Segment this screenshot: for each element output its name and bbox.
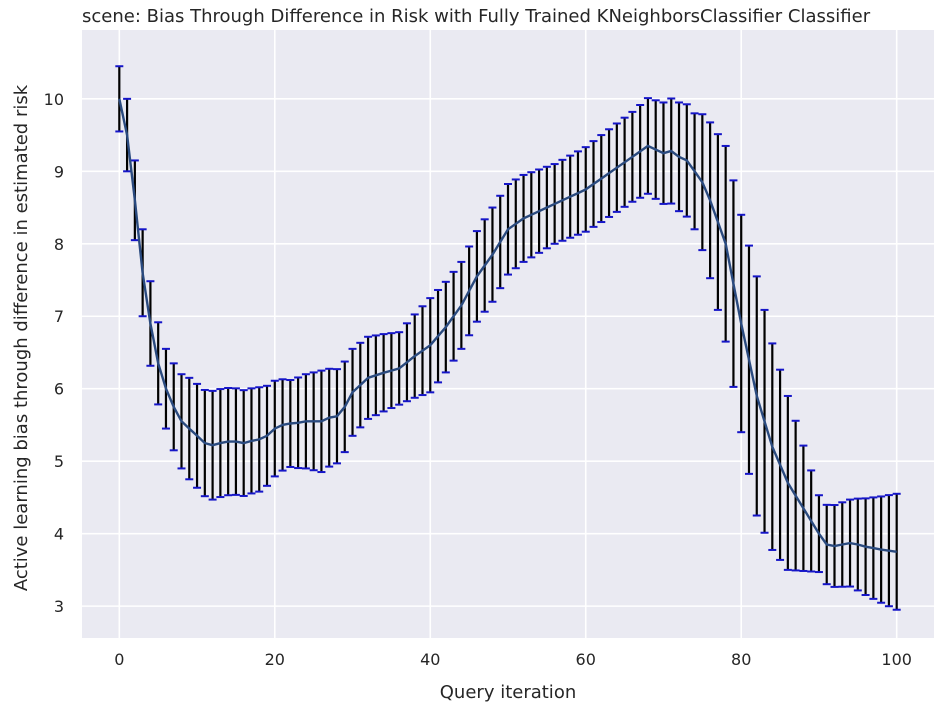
y-tick-label: 4 <box>54 525 64 544</box>
x-axis-label: Query iteration <box>440 682 576 703</box>
y-tick-label: 10 <box>44 90 64 109</box>
x-tick-labels: 0 20 40 60 80 100 <box>114 650 912 669</box>
y-tick-label: 7 <box>54 307 64 326</box>
y-tick-labels: 3 4 5 6 7 8 9 10 <box>44 90 64 616</box>
y-tick-label: 6 <box>54 380 64 399</box>
x-tick-label: 0 <box>114 650 124 669</box>
chart-title: scene: Bias Through Difference in Risk w… <box>82 6 871 27</box>
y-tick-label: 9 <box>54 162 64 181</box>
x-tick-label: 100 <box>881 650 912 669</box>
x-tick-label: 40 <box>420 650 440 669</box>
y-tick-label: 5 <box>54 452 64 471</box>
x-tick-label: 60 <box>576 650 596 669</box>
plot-area <box>82 30 934 638</box>
mean-line-path <box>118 98 897 553</box>
y-tick-label: 3 <box>54 597 64 616</box>
y-axis-label: Active learning bias through difference … <box>11 84 32 591</box>
x-tick-label: 80 <box>731 650 751 669</box>
mean-line <box>118 98 897 553</box>
x-tick-label: 20 <box>265 650 285 669</box>
y-tick-label: 8 <box>54 235 64 254</box>
